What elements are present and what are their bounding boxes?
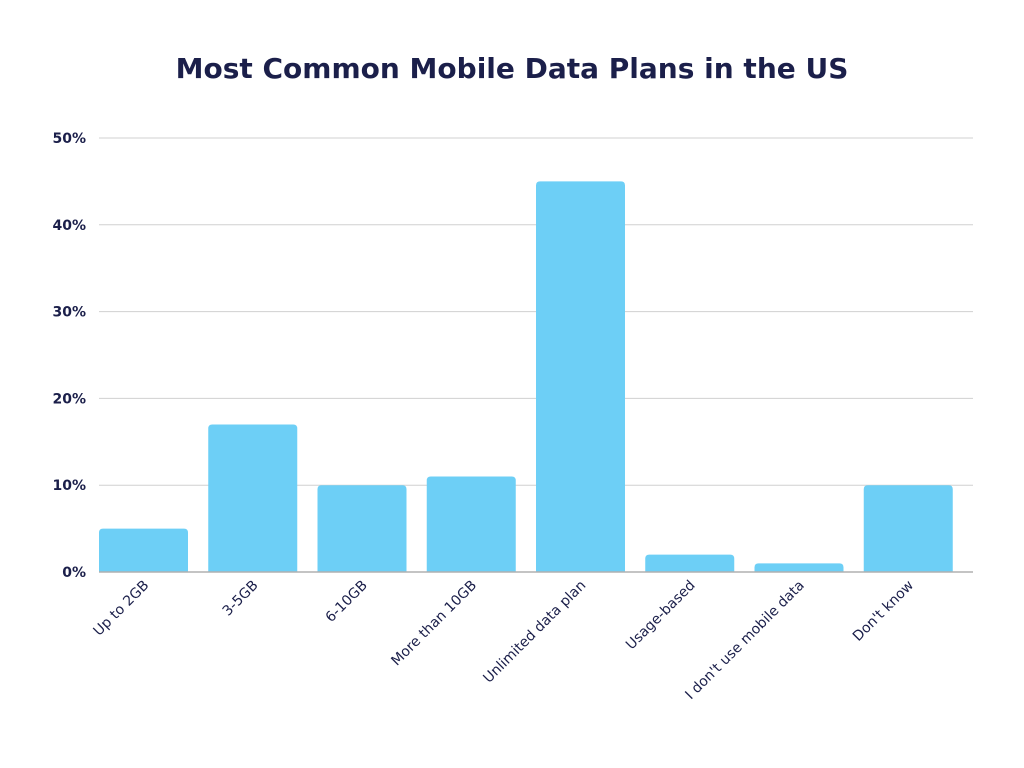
y-tick-label: 40% — [52, 218, 86, 234]
bar — [317, 485, 407, 572]
x-tick-label: Unlimited data plan — [480, 578, 589, 687]
bar — [99, 528, 188, 572]
bar — [536, 181, 625, 572]
x-tick-label: 6-10GB — [323, 578, 371, 626]
chart-title: Most Common Mobile Data Plans in the US — [176, 52, 849, 85]
bars — [99, 181, 953, 572]
y-tick-label: 0% — [62, 565, 86, 581]
x-tick-label: Usage-based — [623, 578, 699, 654]
bar — [645, 554, 735, 572]
x-tick-label: 3-5GB — [220, 578, 262, 620]
y-tick-label: 30% — [52, 305, 86, 321]
y-tick-label: 10% — [52, 478, 86, 494]
x-tick-label: Don't know — [850, 578, 917, 645]
bar — [208, 424, 298, 572]
x-tick-label: More than 10GB — [388, 578, 480, 670]
y-tick-label: 50% — [52, 131, 86, 147]
bar — [754, 563, 844, 572]
x-tick-label: I don't use mobile data — [682, 578, 807, 703]
x-tick-label: Up to 2GB — [90, 578, 152, 640]
x-axis-ticks: Up to 2GB 3-5GB 6-10GB More than 10GB Unlimi… — [90, 578, 917, 703]
bar — [426, 476, 516, 572]
y-tick-label: 20% — [52, 391, 86, 407]
bar — [863, 485, 953, 572]
y-axis-ticks: 0% 10% 20% 30% 40% 50% — [52, 131, 86, 581]
